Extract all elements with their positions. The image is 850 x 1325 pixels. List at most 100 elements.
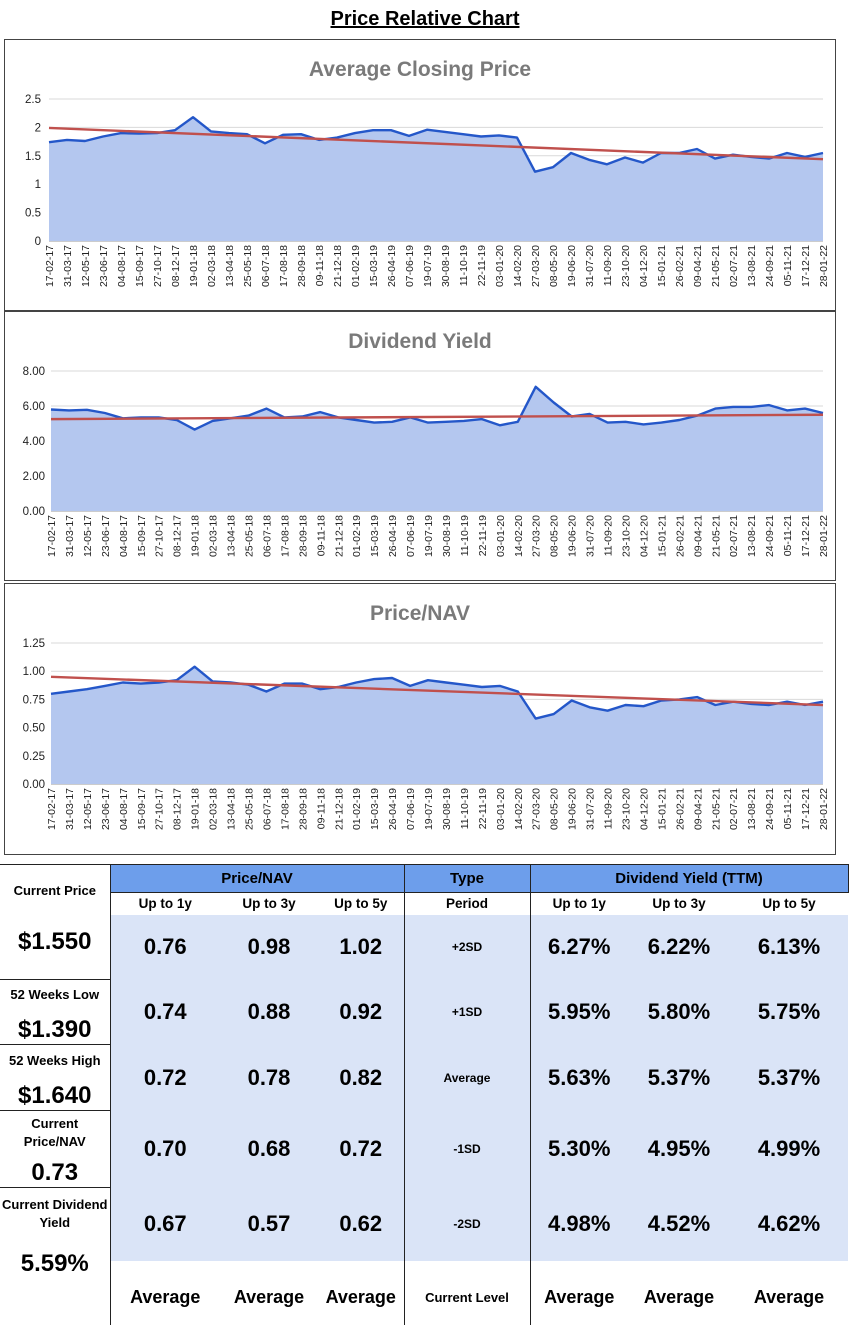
table-row: 0.76 0.98 1.02 +2SD 6.27% 6.22% 6.13% (0, 914, 849, 980)
pnav-cell: 0.67 (143, 1211, 187, 1236)
x-tick-label: 09-11-18 (315, 788, 327, 829)
x-tick-label: 15-03-19 (368, 245, 380, 287)
x-tick-label: 19-01-18 (188, 245, 200, 287)
x-tick-label: 04-12-20 (638, 515, 650, 557)
x-tick-label: 27-03-20 (530, 245, 542, 287)
x-tick-label: 26-04-19 (387, 788, 399, 830)
x-tick-label: 15-09-17 (136, 788, 148, 830)
x-tick-label: 01-02-19 (351, 788, 363, 830)
x-tick-label: 12-05-17 (82, 515, 94, 557)
x-tick-label: 26-02-21 (674, 245, 686, 287)
x-tick-label: 19-06-20 (567, 515, 579, 557)
y-tick-label: 0.00 (23, 506, 45, 518)
x-tick-label: 13-04-18 (224, 245, 236, 287)
x-tick-label: 28-09-18 (297, 515, 309, 557)
dy-cell: 4.99% (757, 1136, 821, 1161)
dy-summary-value: 5.59% (20, 1250, 89, 1277)
x-tick-label: 30-08-19 (441, 788, 453, 830)
dy-col-5y: Up to 5y (730, 892, 849, 915)
dy-cell: 4.95% (647, 1136, 711, 1161)
x-tick-label: 17-12-21 (800, 788, 812, 830)
pnav-cell: 0.92 (339, 999, 383, 1024)
dy-cell: 6.13% (757, 934, 821, 959)
x-tick-label: 14-02-20 (512, 245, 524, 287)
dy-cell: 4.98% (548, 1211, 611, 1236)
x-tick-label: 21-05-21 (710, 245, 722, 287)
y-tick-label: 1 (35, 179, 41, 191)
current-level-pnav: Average (318, 1260, 404, 1325)
pnav-cell: 0.68 (247, 1136, 291, 1161)
current-level-dy: Average (730, 1260, 849, 1325)
x-tick-label: 17-12-21 (800, 515, 812, 557)
x-tick-label: 27-03-20 (531, 515, 543, 557)
dy-cell: 5.95% (548, 999, 611, 1024)
x-tick-label: 15-09-17 (134, 245, 146, 287)
x-tick-label: 11-09-20 (602, 245, 614, 286)
current-price-cell: Current Price $1.550 (0, 864, 111, 980)
x-tick-label: 12-05-17 (80, 245, 92, 287)
low-cell: 52 Weeks Low $1.390 (0, 979, 111, 1045)
x-tick-label: 13-08-21 (746, 245, 758, 287)
x-tick-label: 03-01-20 (494, 245, 506, 287)
current-level-dy: Average (530, 1260, 628, 1325)
current-level-pnav: Average (220, 1260, 318, 1325)
x-tick-label: 13-04-18 (226, 515, 238, 557)
x-tick-label: 17-12-21 (800, 245, 812, 287)
x-tick-label: 09-04-21 (692, 515, 704, 557)
x-tick-label: 05-11-21 (782, 788, 794, 829)
x-tick-label: 23-10-20 (620, 245, 632, 287)
x-tick-label: 04-08-17 (116, 245, 128, 287)
x-tick-label: 31-07-20 (585, 788, 597, 830)
dy-cell: 5.63% (548, 1064, 611, 1090)
dy-summary-cell: Current Dividend Yield 5.59% (0, 1187, 111, 1325)
current-level-pnav: Average (110, 1260, 220, 1325)
current-level-dy: Average (628, 1260, 730, 1325)
dy-summary-label: Current Dividend Yield (2, 1197, 108, 1230)
pnav-cell: 0.57 (247, 1211, 291, 1236)
x-tick-label: 23-06-17 (98, 245, 110, 287)
x-tick-label: 28-01-22 (818, 788, 830, 830)
pnav-summary-label: Current Price/NAV (23, 1116, 86, 1149)
x-tick-label: 23-06-17 (100, 788, 112, 830)
x-tick-label: 08-05-20 (548, 245, 560, 287)
x-tick-label: 31-03-17 (62, 245, 74, 287)
pnav-cell: 0.76 (143, 934, 187, 959)
x-tick-label: 28-01-22 (818, 245, 830, 287)
x-tick-label: 21-12-18 (333, 788, 345, 830)
x-tick-label: 08-12-17 (172, 515, 184, 557)
x-tick-label: 09-04-21 (692, 788, 704, 830)
x-tick-label: 04-12-20 (638, 788, 650, 830)
x-tick-label: 19-01-18 (190, 788, 202, 830)
x-tick-label: 02-03-18 (206, 245, 218, 287)
x-tick-label: 04-12-20 (638, 245, 650, 287)
x-tick-label: 28-01-22 (818, 515, 830, 557)
pnav-cell: 0.74 (143, 999, 187, 1024)
x-tick-label: 21-05-21 (710, 788, 722, 830)
x-tick-label: 19-01-18 (190, 515, 202, 557)
chart-panel-price: Average Closing Price 0 0.5 1 1.5 2 2.5 17-02-1… (4, 39, 836, 311)
x-tick-label: 07-06-19 (405, 788, 417, 830)
x-tick-label: 02-03-18 (208, 515, 220, 557)
type-cell: -2SD (403, 1187, 531, 1261)
dy-cell: 5.37% (647, 1064, 711, 1090)
x-tick-label: 19-06-20 (566, 245, 578, 287)
average-closing-price-chart: Average Closing Price 0 0.5 1 1.5 2 2.5 17-02-1… (25, 58, 830, 287)
x-tick-label: 28-09-18 (297, 788, 309, 830)
x-tick-label: 26-04-19 (386, 245, 398, 287)
x-tick-label: 07-06-19 (404, 245, 416, 287)
x-tick-label: 11-09-20 (603, 788, 615, 829)
x-tick-label: 05-11-21 (782, 245, 794, 286)
type-cell: -1SD (403, 1110, 531, 1188)
pnav-cell: 0.70 (143, 1136, 187, 1161)
pnav-cell: 0.72 (143, 1064, 187, 1090)
x-tick-label: 25-05-18 (243, 788, 255, 830)
x-tick-label: 17-08-18 (279, 515, 291, 557)
y-tick-label: 0.00 (23, 779, 45, 791)
x-tick-label: 14-02-20 (513, 788, 525, 830)
x-tick-label: 24-09-21 (764, 788, 776, 830)
y-tick-label: 0.5 (25, 208, 41, 220)
x-tick-label: 27-03-20 (531, 788, 543, 830)
trend-line (48, 126, 824, 161)
chart-panel-yield: Dividend Yield 0.00 2.00 4.00 6.00 8.00 17-02-… (4, 311, 836, 581)
x-tick-label: 02-07-21 (728, 245, 740, 287)
